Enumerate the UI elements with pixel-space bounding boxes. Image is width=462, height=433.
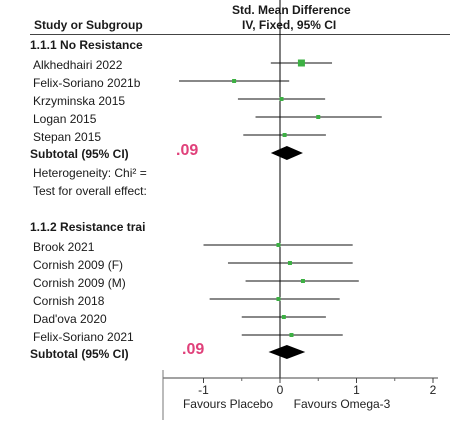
effect-column-subtitle: IV, Fixed, 95% CI (242, 18, 337, 32)
header-divider (30, 34, 450, 35)
study-row-label: Alkhedhairi 2022 (33, 58, 123, 72)
study-row-label: Logan 2015 (33, 112, 97, 126)
study-point (276, 297, 281, 301)
study-row-label: Cornish 2009 (M) (33, 276, 126, 290)
study-point (289, 333, 294, 337)
study-point (232, 79, 237, 83)
study-column-header: Study or Subgroup (34, 18, 143, 32)
favours-left-label: Favours Placebo (183, 397, 273, 411)
study-point (276, 243, 281, 247)
study-point (287, 261, 292, 265)
study-point (316, 115, 321, 119)
study-point (279, 97, 284, 101)
group-2-label: 1.1.2 Resistance trai (30, 220, 146, 234)
group-1-label: 1.1.1 No Resistance (30, 38, 143, 52)
subtotal-value-highlight: .09 (176, 142, 199, 159)
favours-right-label: Favours Omega-3 (294, 397, 391, 411)
study-row-label: Krzyminska 2015 (33, 94, 126, 108)
study-row-label: Stepan 2015 (33, 130, 102, 144)
subtotal-label: Subtotal (95% CI) (30, 347, 129, 361)
subtotal-value-highlight: .09 (182, 341, 205, 358)
study-row-label: Dad'ova 2020 (33, 312, 107, 326)
plot-panel-background (163, 36, 462, 433)
x-tick-label: 0 (277, 383, 284, 397)
subtotal-label: Subtotal (95% CI) (30, 147, 129, 161)
study-row-label: Felix-Soriano 2021 (33, 330, 134, 344)
subtotal-diamond (270, 146, 303, 160)
subtotal-diamond (268, 345, 306, 359)
study-point (297, 59, 305, 67)
study-point (281, 315, 286, 319)
heterogeneity-label: Heterogeneity: Chi² = (33, 166, 147, 180)
study-point (282, 133, 287, 137)
study-row-label: Brook 2021 (33, 240, 95, 254)
study-row-label: Cornish 2018 (33, 294, 105, 308)
x-tick-label: -1 (198, 383, 209, 397)
study-row-label: Felix-Soriano 2021b (33, 76, 141, 90)
study-row-label: Cornish 2009 (F) (33, 258, 124, 272)
overall-effect-label: Test for overall effect: (33, 184, 147, 198)
study-point (300, 279, 305, 283)
x-tick-label: 1 (353, 383, 360, 397)
effect-column-title: Std. Mean Difference (232, 3, 351, 17)
x-tick-label: 2 (430, 383, 437, 397)
